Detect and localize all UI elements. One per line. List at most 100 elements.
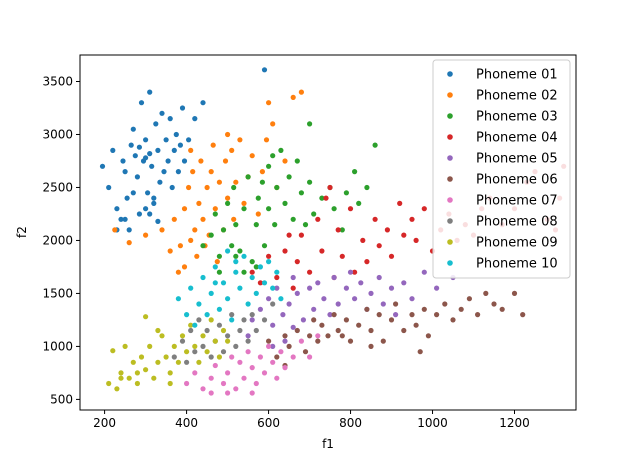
data-point [352,169,358,175]
data-point [270,153,276,159]
data-point [307,354,313,360]
data-point [200,100,206,106]
data-point [155,359,161,365]
data-point [200,386,206,392]
data-point [302,222,309,228]
data-point [237,285,243,291]
data-point [384,227,390,233]
data-point [132,153,138,159]
data-point [188,285,194,291]
data-point [134,174,140,180]
data-point [380,338,386,344]
data-point [376,243,382,249]
legend-label: Phoneme 05 [476,152,558,167]
data-point [298,89,304,95]
data-point [192,349,198,355]
series-9 [106,314,231,392]
data-point [124,195,130,201]
data-point [491,301,497,307]
data-point [126,375,132,381]
data-point [163,354,169,360]
data-point [147,151,153,157]
data-point [231,184,237,191]
data-point [307,333,313,339]
data-point [241,200,247,206]
legend-box [432,59,571,279]
data-point [315,280,321,286]
data-point [155,327,161,334]
data-point [266,259,272,265]
data-point [319,322,325,328]
data-point [181,206,188,212]
data-point [120,158,126,164]
data-point [161,169,167,175]
data-point [118,375,124,381]
data-point [216,322,222,328]
data-point [413,237,419,243]
data-point [352,269,358,275]
x-tick-label: 1200 [499,416,530,430]
series-7 [184,333,321,396]
series-1 [99,67,268,233]
data-point [196,359,202,365]
data-point [229,317,235,323]
data-point [409,312,415,318]
data-point [245,349,251,355]
data-point [159,227,165,233]
data-point [372,142,378,148]
data-point [171,343,177,349]
data-point [294,327,300,334]
data-point [319,248,325,254]
data-point [153,121,159,127]
data-point [280,312,286,318]
data-point [335,301,341,307]
data-point [347,269,354,275]
data-point [270,343,276,349]
data-point [339,333,345,339]
x-tick-label: 1000 [417,416,448,430]
data-point [233,386,239,392]
y-tick-label: 1500 [42,286,73,300]
data-point [173,131,179,138]
data-point [241,206,247,212]
data-point [274,184,280,191]
data-point [253,264,259,270]
legend-label: Phoneme 04 [476,131,558,146]
data-point [181,158,188,164]
data-point [263,137,270,143]
data-point [192,116,198,122]
data-point [143,314,149,320]
data-point [466,296,472,302]
data-point [259,179,265,185]
data-point [200,243,206,249]
data-point [165,158,171,164]
data-point [290,274,296,281]
data-point [188,327,194,334]
data-point [204,327,210,334]
data-point [233,269,239,275]
data-point [434,312,440,318]
data-point [339,227,345,233]
data-point [128,142,134,148]
data-point [364,306,370,312]
data-point [311,211,317,217]
data-point [237,248,243,254]
data-point [331,312,337,318]
data-point [149,163,155,169]
legend-label: Phoneme 06 [476,173,558,188]
data-point [499,306,505,312]
data-point [458,306,464,312]
data-point [282,248,288,254]
data-point [143,155,149,161]
data-point [186,137,192,143]
data-point [335,327,341,334]
data-point [220,280,227,286]
data-point [286,301,292,307]
data-point [212,362,218,369]
data-point [520,312,526,318]
data-point [290,285,296,291]
data-point [179,333,186,339]
data-point [298,232,304,238]
data-point [450,317,456,323]
data-point [220,349,227,355]
